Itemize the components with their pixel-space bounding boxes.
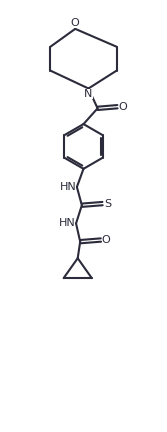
Text: O: O bbox=[71, 18, 80, 28]
Text: S: S bbox=[104, 199, 111, 209]
Text: O: O bbox=[102, 235, 111, 245]
Text: O: O bbox=[119, 102, 128, 112]
Text: HN: HN bbox=[59, 182, 76, 192]
Text: HN: HN bbox=[59, 218, 75, 228]
Text: N: N bbox=[84, 89, 93, 99]
